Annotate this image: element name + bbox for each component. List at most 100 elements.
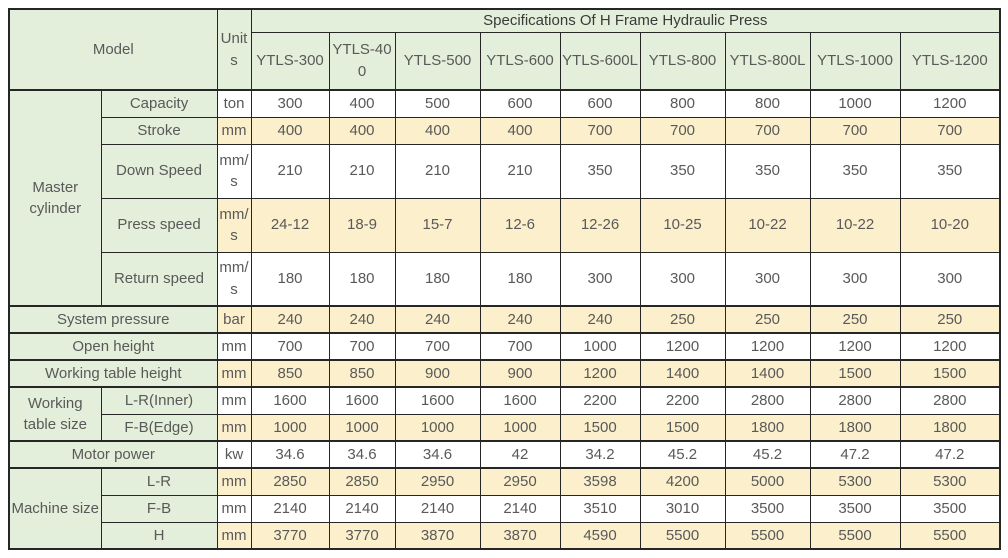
column-header: YTLS-800 bbox=[639, 31, 726, 91]
value-cell: 350 bbox=[559, 143, 641, 199]
value-cell: 240 bbox=[250, 305, 330, 334]
value-cell: 1800 bbox=[809, 413, 901, 442]
value-cell: 1500 bbox=[639, 413, 726, 442]
value-cell: 5500 bbox=[724, 521, 811, 550]
value-cell: 1600 bbox=[394, 386, 481, 415]
row-label: L-R(Inner) bbox=[100, 386, 218, 415]
table-row: Working table height mm 850 850 900 900 1200 14… bbox=[8, 359, 1001, 388]
value-cell: 1600 bbox=[328, 386, 396, 415]
value-cell: 1500 bbox=[559, 413, 641, 442]
row-label: Working table height bbox=[8, 359, 218, 388]
value-cell: 250 bbox=[724, 305, 811, 334]
value-cell: 2800 bbox=[809, 386, 901, 415]
value-cell: 250 bbox=[899, 305, 1001, 334]
value-cell: 47.2 bbox=[899, 440, 1001, 469]
value-cell: 700 bbox=[394, 332, 481, 361]
value-cell: 18-9 bbox=[328, 197, 396, 253]
value-cell: 210 bbox=[394, 143, 481, 199]
row-unit: mm/s bbox=[216, 251, 252, 307]
value-cell: 3010 bbox=[639, 494, 726, 523]
row-unit: mm bbox=[216, 467, 252, 496]
table-row: Stroke mm 400 400 400 400 700 700 700 700 700 bbox=[9, 116, 1001, 145]
value-cell: 300 bbox=[639, 251, 726, 307]
value-cell: 3870 bbox=[394, 521, 481, 550]
value-cell: 3770 bbox=[328, 521, 396, 550]
row-unit: mm bbox=[216, 332, 252, 361]
table-row: Machine size L-R mm 2850 2850 2950 2950 3598 420… bbox=[8, 467, 1001, 550]
value-cell: 10-25 bbox=[639, 197, 726, 253]
column-header: YTLS-400 bbox=[328, 31, 396, 91]
value-cell: 2850 bbox=[328, 467, 396, 496]
value-cell: 3500 bbox=[724, 494, 811, 523]
value-cell: 400 bbox=[394, 116, 481, 145]
value-cell: 700 bbox=[328, 332, 396, 361]
value-cell: 5500 bbox=[899, 521, 1001, 550]
value-cell: 5300 bbox=[899, 467, 1001, 496]
value-cell: 1000 bbox=[328, 413, 396, 442]
value-cell: 350 bbox=[639, 143, 726, 199]
value-cell: 1600 bbox=[479, 386, 561, 415]
value-cell: 210 bbox=[479, 143, 561, 199]
value-cell: 1200 bbox=[899, 332, 1001, 361]
row-group-label: Working table size bbox=[8, 386, 102, 442]
value-cell: 180 bbox=[328, 251, 396, 307]
value-cell: 4590 bbox=[559, 521, 641, 550]
column-header: YTLS-1200 bbox=[899, 31, 1001, 91]
value-cell: 600 bbox=[479, 89, 561, 118]
row-unit: ton bbox=[216, 89, 252, 118]
row-unit: mm bbox=[216, 521, 252, 550]
value-cell: 1000 bbox=[250, 413, 330, 442]
value-cell: 350 bbox=[899, 143, 1001, 199]
value-cell: 2140 bbox=[479, 494, 561, 523]
row-label: Stroke bbox=[100, 116, 218, 145]
row-label: Capacity bbox=[100, 89, 218, 118]
row-unit: mm bbox=[216, 494, 252, 523]
row-unit: mm bbox=[216, 116, 252, 145]
row-unit: bar bbox=[216, 305, 252, 334]
value-cell: 1200 bbox=[724, 332, 811, 361]
value-cell: 700 bbox=[809, 116, 901, 145]
column-header: YTLS-500 bbox=[394, 31, 481, 91]
value-cell: 2950 bbox=[479, 467, 561, 496]
value-cell: 850 bbox=[328, 359, 396, 388]
value-cell: 700 bbox=[479, 332, 561, 361]
value-cell: 42 bbox=[479, 440, 561, 469]
table-row: Working table size L-R(Inner) mm 1600 1600 16… bbox=[8, 386, 1001, 442]
column-header: YTLS-600L bbox=[559, 31, 641, 91]
table-header: Model Units Specifications Of H Frame Hy… bbox=[8, 8, 1001, 91]
title-row: Model Units Specifications Of H Frame Hy… bbox=[8, 8, 1001, 91]
row-label: System pressure bbox=[8, 305, 218, 334]
row-label: Motor power bbox=[8, 440, 218, 469]
value-cell: 1600 bbox=[250, 386, 330, 415]
value-cell: 4200 bbox=[639, 467, 726, 496]
value-cell: 3500 bbox=[899, 494, 1001, 523]
row-label: F-B bbox=[100, 494, 218, 523]
value-cell: 3510 bbox=[559, 494, 641, 523]
value-cell: 34.2 bbox=[559, 440, 641, 469]
value-cell: 180 bbox=[479, 251, 561, 307]
value-cell: 1400 bbox=[724, 359, 811, 388]
value-cell: 350 bbox=[724, 143, 811, 199]
value-cell: 1400 bbox=[639, 359, 726, 388]
value-cell: 210 bbox=[250, 143, 330, 199]
value-cell: 400 bbox=[479, 116, 561, 145]
value-cell: 1200 bbox=[639, 332, 726, 361]
value-cell: 350 bbox=[809, 143, 901, 199]
units-header: Units bbox=[216, 8, 252, 91]
table-row: Motor power kw 34.6 34.6 34.6 42 34.2 45.2 45.2 4… bbox=[8, 440, 1001, 469]
model-row: YTLS-300 YTLS-400 YTLS-500 YTLS-600 YTLS-600… bbox=[9, 31, 1001, 91]
value-cell: 800 bbox=[639, 89, 726, 118]
value-cell: 1200 bbox=[559, 359, 641, 388]
value-cell: 300 bbox=[559, 251, 641, 307]
value-cell: 1500 bbox=[899, 359, 1001, 388]
value-cell: 400 bbox=[328, 116, 396, 145]
value-cell: 900 bbox=[394, 359, 481, 388]
value-cell: 45.2 bbox=[639, 440, 726, 469]
table-row: Open height mm 700 700 700 700 1000 1200 1200 120… bbox=[8, 332, 1001, 361]
value-cell: 2950 bbox=[394, 467, 481, 496]
row-label: Press speed bbox=[100, 197, 218, 253]
value-cell: 240 bbox=[328, 305, 396, 334]
value-cell: 5300 bbox=[809, 467, 901, 496]
row-label: H bbox=[100, 521, 218, 550]
